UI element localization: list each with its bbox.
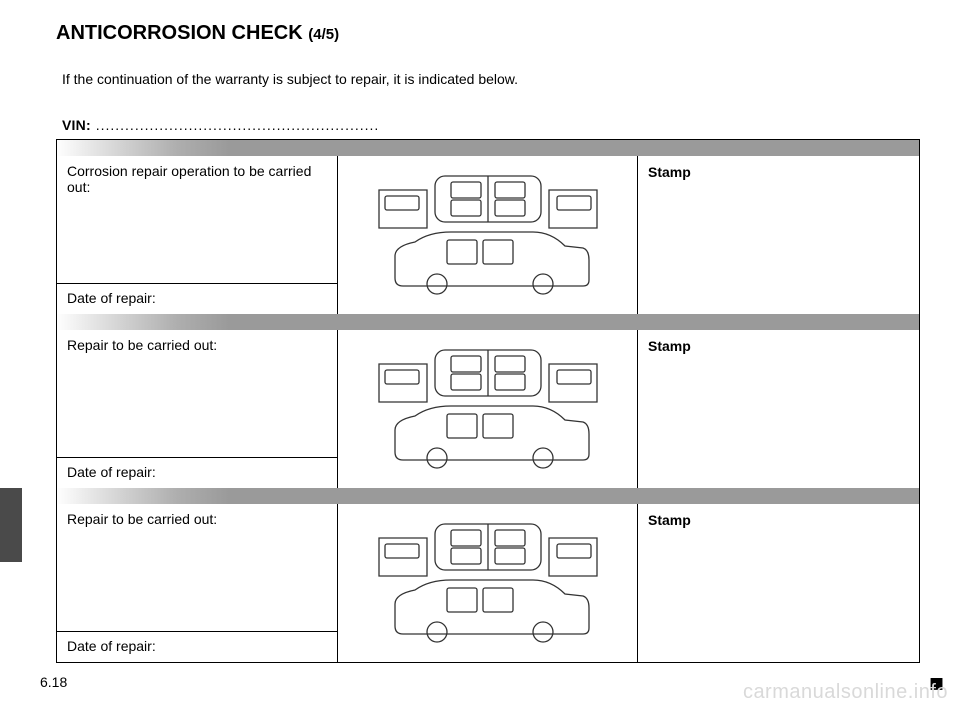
title-main: ANTICORROSION CHECK [56,22,303,44]
stamp-cell: Stamp [638,156,919,314]
vin-label: VIN: [62,117,91,133]
header-bar [57,488,919,504]
repair-row: Repair to be carried out: Date of repair… [57,330,919,488]
diagram-cell [338,330,638,488]
header-bar [57,140,919,156]
stamp-cell: Stamp [638,504,919,662]
operation-cell: Repair to be carried out: [57,504,337,632]
date-cell: Date of repair: [57,632,337,662]
car-body-diagram-icon [373,170,603,300]
diagram-cell [338,504,638,662]
diagram-cell [338,156,638,314]
repair-row: Repair to be carried out: Date of repair… [57,504,919,662]
header-bar [57,314,919,330]
watermark: carmanualsonline.info [743,681,948,704]
vin-line: VIN: ...................................… [62,117,920,133]
title-sub: (4/5) [308,26,339,43]
date-cell: Date of repair: [57,458,337,488]
page-title: ANTICORROSION CHECK (4/5) [56,22,920,45]
stamp-cell: Stamp [638,330,919,488]
form-table: Corrosion repair operation to be carried… [56,139,920,663]
date-cell: Date of repair: [57,284,337,314]
section-tab [0,488,22,562]
vin-dots: ........................................… [91,117,380,133]
car-body-diagram-icon [373,344,603,474]
car-body-diagram-icon [373,518,603,648]
intro-text: If the continuation of the warranty is s… [62,71,920,87]
page-number: 6.18 [40,674,67,690]
operation-cell: Corrosion repair operation to be carried… [57,156,337,284]
operation-cell: Repair to be carried out: [57,330,337,458]
repair-row: Corrosion repair operation to be carried… [57,156,919,314]
